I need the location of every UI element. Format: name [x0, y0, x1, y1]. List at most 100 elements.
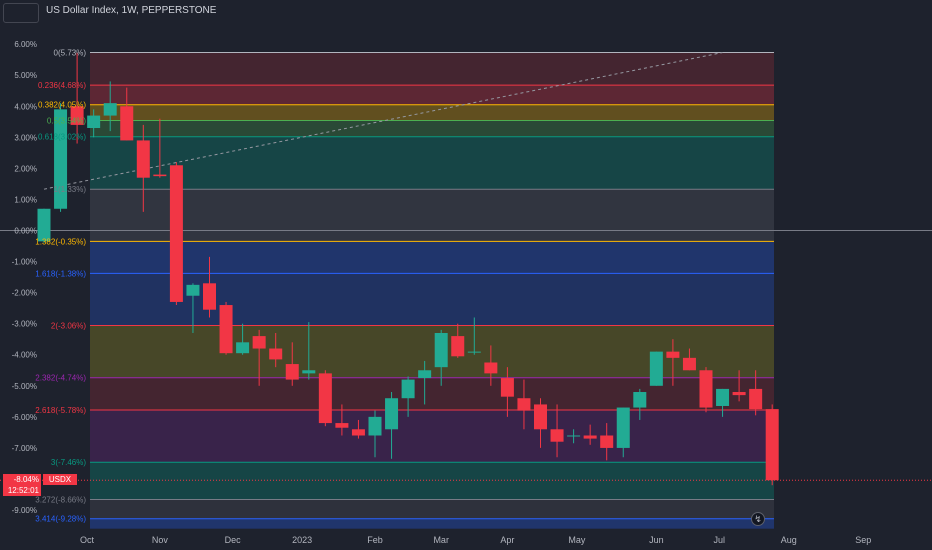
reference-lines [0, 52, 932, 481]
fib-band [90, 52, 774, 86]
x-tick-label: Jun [649, 535, 664, 545]
fib-level-label: 2.618(-5.78%) [35, 406, 86, 415]
y-tick-label: -4.00% [12, 351, 37, 360]
y-tick-label: 4.00% [14, 102, 37, 111]
x-tick-label: 2023 [292, 535, 312, 545]
last-price-symbol: USDX [43, 474, 77, 485]
fibonacci-labels: 0(5.73%) 0.236(4.68%) 0.382(4.05%) 0.5(3.54… [35, 49, 86, 524]
candle-body [252, 336, 266, 349]
symbol-search-box[interactable] [3, 3, 39, 23]
candle-body [120, 106, 134, 141]
fib-band [90, 377, 774, 411]
y-tick-label: -6.00% [12, 413, 37, 422]
fib-level-label: 0.382(4.05%) [38, 101, 86, 110]
candle-body [335, 423, 349, 428]
candle-body [136, 140, 150, 178]
candle-body [153, 174, 167, 177]
fib-level-label: 0.618(3.02%) [38, 133, 86, 142]
fib-level-label: 0.5(3.54%) [47, 117, 86, 126]
candle-body [418, 370, 432, 379]
candle-body [550, 429, 564, 442]
candle-body [649, 351, 663, 386]
y-tick-label: -9.00% [12, 506, 37, 515]
x-tick-label: Nov [152, 535, 169, 545]
candle-body [484, 362, 498, 374]
x-axis[interactable]: Oct Nov Dec 2023 Feb Mar Apr May Jun Jul Aug Sep [80, 535, 871, 545]
candle-body [633, 392, 647, 408]
chart-header: US Dollar Index, 1W, PEPPERSTONE [0, 0, 932, 24]
candle-body [103, 103, 117, 116]
x-tick-label: Sep [855, 535, 871, 545]
candle-body [302, 370, 316, 374]
candle-body [434, 332, 448, 368]
candle-body [269, 348, 283, 360]
candle-body [54, 109, 68, 209]
candle-body [583, 435, 597, 439]
fib-level-label: 1.618(-1.38%) [35, 269, 86, 278]
y-tick-label: -3.00% [12, 320, 37, 329]
candle-body [236, 342, 250, 354]
fib-band [90, 518, 774, 529]
candle-body [37, 208, 51, 242]
candle-body [567, 435, 581, 437]
candle-body [385, 398, 399, 430]
candle-body [699, 370, 713, 408]
candles [37, 52, 779, 486]
candle-body [749, 388, 763, 410]
fib-band [90, 189, 774, 242]
fib-level-label: 0(5.73%) [54, 49, 87, 58]
fib-level-label: 3.414(-9.28%) [35, 515, 86, 524]
last-price-label: -8.04% USDX 12:52:01 [3, 474, 79, 496]
candle-body [368, 416, 382, 436]
y-tick-label: 1.00% [14, 195, 37, 204]
x-tick-label: Mar [433, 535, 449, 545]
candle-body [169, 165, 183, 302]
fib-band [90, 104, 774, 121]
fib-band [90, 410, 774, 463]
candle-body [318, 373, 332, 424]
x-tick-label: Aug [781, 535, 797, 545]
y-tick-label: 5.00% [14, 71, 37, 80]
y-tick-label: -7.00% [12, 444, 37, 453]
candle-body [616, 407, 630, 448]
candle-body [186, 284, 200, 296]
chart-title: US Dollar Index, 1W, PEPPERSTONE [46, 5, 217, 16]
x-tick-label: May [568, 535, 586, 545]
candle-body [87, 115, 101, 129]
candle-body [203, 283, 216, 310]
x-tick-label: Oct [80, 535, 95, 545]
candle-body [765, 409, 779, 481]
fib-band [90, 499, 774, 519]
candle-body [732, 392, 746, 396]
trend-line [43, 52, 723, 190]
candle-body [500, 378, 514, 397]
candle-body [517, 398, 531, 411]
fib-band [90, 120, 774, 137]
candle-body [401, 379, 415, 399]
candle-body [219, 305, 233, 354]
candle-body [451, 336, 465, 357]
candle-body [534, 404, 547, 430]
last-price-value: -8.04% [3, 474, 41, 485]
y-tick-label: 0.00% [14, 227, 37, 236]
fib-level-label: 3(-7.46%) [51, 458, 86, 467]
y-tick-label: -5.00% [12, 382, 37, 391]
y-tick-label: 3.00% [14, 133, 37, 142]
fib-level-label: 0.236(4.68%) [38, 81, 86, 90]
y-tick-label: -2.00% [12, 289, 37, 298]
candle-body [666, 351, 680, 358]
x-tick-label: Apr [500, 535, 514, 545]
fib-level-label: 1(1.33%) [54, 185, 87, 194]
tradingview-bolt-icon[interactable]: ↯ [751, 512, 765, 526]
y-tick-label: 6.00% [14, 40, 37, 49]
fib-level-label: 2(-3.06%) [51, 322, 86, 331]
bar-countdown-timer: 12:52:01 [3, 485, 41, 496]
fib-band [90, 462, 774, 500]
x-tick-label: Dec [225, 535, 242, 545]
y-axis[interactable]: 6.00% 5.00% 4.00% 3.00% 2.00% 1.00% 0.00% -1.00… [12, 40, 37, 515]
fib-band [90, 85, 774, 105]
x-tick-label: Feb [367, 535, 383, 545]
y-tick-label: 2.00% [14, 164, 37, 173]
